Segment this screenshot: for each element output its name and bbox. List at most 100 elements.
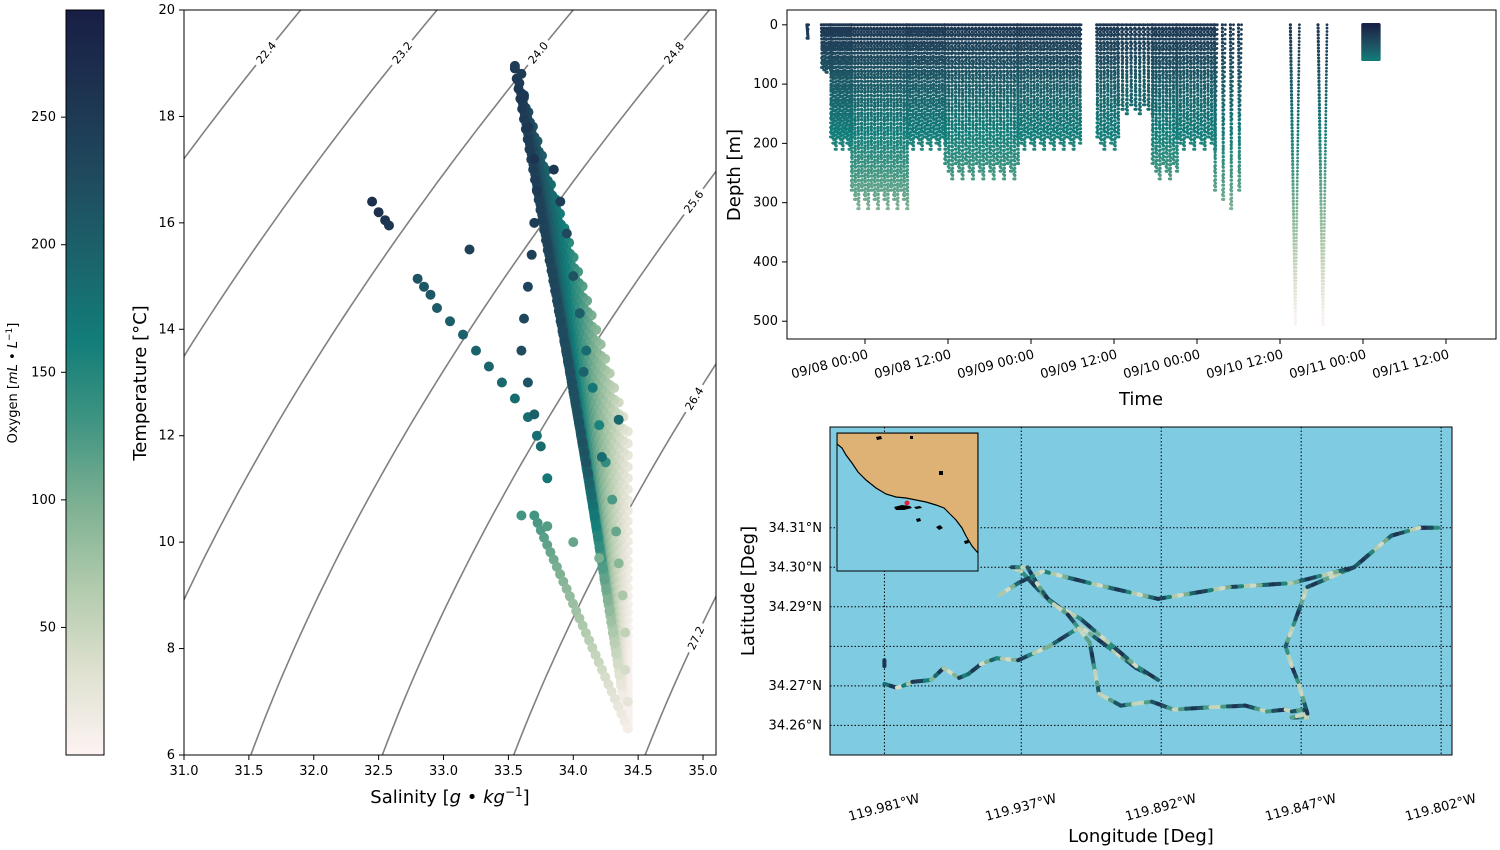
depth-sample [964,133,967,137]
depth-sample [917,75,921,79]
depth-sample [882,58,886,63]
depth-sample [908,84,912,88]
depth-sample [845,113,849,117]
depth-sample [857,75,861,79]
depth-sample [970,177,974,181]
depth-sample [863,146,866,149]
depth-sample [836,121,839,125]
depth-sample [876,108,880,111]
depth-sample [961,70,965,73]
depth-sample [906,56,909,59]
depth-sample [834,95,837,98]
depth-sample [873,61,877,64]
depth-sample [869,127,873,131]
depth-sample [836,88,840,92]
depth-sample [902,136,906,140]
depth-sample [854,65,857,69]
depth-sample [934,141,938,145]
depth-sample [947,117,950,121]
depth-sample [845,118,849,121]
ts-point [582,468,593,478]
depth-sample [898,169,902,173]
depth-sample [886,160,889,163]
ts-point [602,595,613,606]
depth-sample [886,84,890,88]
depth-sample [853,165,857,168]
depth-sample [940,93,944,97]
ts-point [535,441,546,452]
depth-sample [841,95,844,98]
depth-sample [895,174,899,178]
depth-sample [920,100,924,103]
depth-sample [902,155,905,159]
depth-sample [876,160,879,163]
depth-sample [867,70,870,74]
depth-sample [896,157,900,161]
depth-sample [905,130,908,134]
depth-sample [847,128,851,132]
ts-point [531,430,542,441]
depth-sample [853,98,857,102]
depth-sample [869,136,873,140]
depth-sample [866,86,870,90]
depth-sample [883,84,887,88]
depth-sample [905,44,909,48]
depth-sample [911,76,915,79]
depth-sample [873,122,876,126]
depth-sample [856,202,860,206]
density-contour-label: 27.2 [685,624,707,652]
depth-sample [950,154,954,158]
ts-point [522,122,533,133]
depth-sample [831,99,835,102]
ts-point [594,553,605,564]
depth-sample [914,93,918,97]
depth-sample [935,89,938,93]
ts-point [552,295,562,306]
depth-sample [951,74,954,78]
depth-sample [892,136,896,140]
depth-sample [901,58,906,63]
depth-sample [856,197,860,201]
depth-sample [961,121,964,125]
depth-sample [958,75,961,79]
depth-sample [892,146,896,149]
depth-sample [879,94,883,98]
depth-sample [867,80,870,83]
depth-sample [940,79,944,83]
depth-sample [834,140,838,144]
depth-sample [914,98,918,101]
depth-sample [829,84,833,87]
depth-sample [873,150,876,154]
depth-sample [841,80,844,84]
ts-point [445,316,455,327]
depth-sample [850,70,854,74]
depth-sample [869,44,873,48]
depth-sample [968,61,972,64]
depth-sample [947,103,951,107]
depth-sample [822,55,826,58]
depth-sample [886,89,890,93]
depth-sample [870,89,873,93]
depth-sample [906,199,910,204]
ts-x-tick-label: 32.0 [299,764,328,779]
depth-sample [957,84,961,88]
ts-point [596,452,607,462]
depth-sample [929,76,933,79]
depth-sample [829,126,832,129]
depth-sample [960,149,964,153]
depth-sample [916,141,920,145]
depth-sample [886,157,890,161]
depth-sample [896,108,899,111]
depth-sample [835,135,839,139]
depth-sample [902,103,906,107]
depth-sample [860,103,864,107]
ts-axes-frame [183,9,717,756]
depth-sample [896,70,900,74]
depth-sample [885,30,889,34]
depth-sample [876,174,879,178]
depth-sample [863,113,867,116]
depth-sample [840,30,844,34]
ts-point [542,473,553,484]
depth-sample [950,158,954,162]
